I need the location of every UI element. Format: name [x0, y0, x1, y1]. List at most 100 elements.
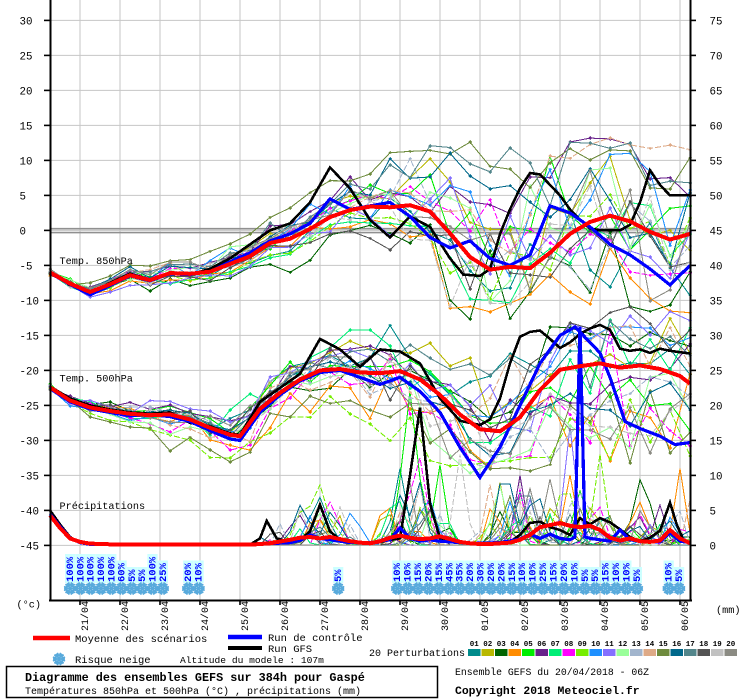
svg-text:10%: 10%: [392, 562, 404, 582]
svg-text:Run GFS: Run GFS: [268, 644, 312, 656]
svg-text:10%: 10%: [194, 562, 206, 582]
svg-text:25: 25: [710, 367, 723, 379]
svg-text:30: 30: [710, 332, 723, 344]
svg-text:-45: -45: [20, 542, 39, 554]
svg-text:10%: 10%: [403, 562, 415, 582]
svg-text:10: 10: [20, 157, 33, 169]
svg-text:-40: -40: [20, 507, 39, 519]
svg-text:08: 08: [564, 641, 574, 649]
svg-text:10%: 10%: [569, 562, 581, 582]
svg-text:60: 60: [710, 122, 723, 134]
svg-text:5%: 5%: [580, 569, 592, 582]
svg-text:06: 06: [537, 641, 547, 649]
svg-text:70: 70: [710, 52, 723, 64]
svg-text:04: 04: [510, 641, 520, 649]
svg-text:07: 07: [551, 641, 560, 649]
svg-text:Risque neige: Risque neige: [75, 655, 151, 667]
svg-text:45: 45: [710, 227, 723, 239]
svg-text:35: 35: [710, 297, 723, 309]
svg-text:5: 5: [20, 192, 26, 204]
svg-text:100%: 100%: [106, 556, 118, 582]
svg-text:Moyenne des scénarios: Moyenne des scénarios: [75, 634, 207, 646]
svg-text:27/04: 27/04: [320, 601, 332, 631]
svg-text:10%: 10%: [528, 562, 540, 582]
svg-text:45%: 45%: [444, 562, 456, 582]
svg-text:29/04: 29/04: [400, 601, 412, 631]
svg-text:01: 01: [470, 641, 480, 649]
svg-text:20 Perturbations: 20 Perturbations: [369, 648, 465, 660]
svg-text:Run de contrôle: Run de contrôle: [268, 633, 363, 645]
svg-text:5%: 5%: [674, 569, 686, 582]
svg-text:75: 75: [710, 17, 723, 29]
svg-text:25/04: 25/04: [240, 601, 252, 631]
svg-text:-10: -10: [20, 297, 39, 309]
svg-text:10%: 10%: [621, 562, 633, 582]
svg-text:20: 20: [710, 402, 723, 414]
svg-text:-35: -35: [20, 472, 39, 484]
svg-text:(°c): (°c): [17, 600, 41, 612]
svg-text:Temp. 850hPa: Temp. 850hPa: [60, 256, 133, 268]
svg-text:19: 19: [713, 641, 723, 649]
svg-text:5%: 5%: [632, 569, 644, 582]
svg-text:55: 55: [710, 157, 723, 169]
svg-text:11: 11: [605, 641, 615, 649]
svg-text:100%: 100%: [65, 556, 77, 582]
svg-text:20%: 20%: [559, 562, 571, 582]
svg-text:25%: 25%: [538, 562, 550, 582]
svg-text:-15: -15: [20, 332, 39, 344]
svg-text:-30: -30: [20, 437, 39, 449]
svg-text:60%: 60%: [117, 562, 129, 582]
svg-text:13: 13: [632, 641, 642, 649]
svg-text:5%: 5%: [590, 569, 602, 582]
svg-text:01/05: 01/05: [480, 601, 492, 631]
svg-text:30%: 30%: [476, 562, 488, 582]
svg-text:100%: 100%: [148, 556, 160, 582]
svg-text:14: 14: [645, 641, 655, 649]
svg-text:05: 05: [524, 641, 534, 649]
svg-text:35%: 35%: [455, 562, 467, 582]
svg-text:20: 20: [20, 87, 33, 99]
svg-text:18: 18: [699, 641, 709, 649]
svg-text:15: 15: [710, 437, 723, 449]
svg-text:(mm): (mm): [716, 605, 740, 617]
svg-text:15%: 15%: [601, 562, 613, 582]
svg-text:Ensemble GEFS du 20/04/2018 -: Ensemble GEFS du 20/04/2018 - 06Z: [455, 667, 649, 678]
svg-text:5%: 5%: [333, 569, 345, 582]
svg-text:100%: 100%: [86, 556, 98, 582]
svg-text:50: 50: [710, 192, 723, 204]
svg-text:10: 10: [591, 641, 601, 649]
svg-text:15%: 15%: [434, 562, 446, 582]
svg-text:20%: 20%: [486, 562, 498, 582]
svg-text:5: 5: [710, 507, 716, 519]
svg-text:0: 0: [20, 227, 26, 239]
svg-text:25%: 25%: [158, 562, 170, 582]
svg-text:20%: 20%: [496, 562, 508, 582]
svg-text:10%: 10%: [611, 562, 623, 582]
svg-text:15: 15: [659, 641, 669, 649]
svg-text:Diagramme des ensembles GEFS s: Diagramme des ensembles GEFS sur 384h po…: [25, 671, 365, 685]
svg-text:100%: 100%: [96, 556, 108, 582]
svg-text:-20: -20: [20, 367, 39, 379]
svg-text:25: 25: [20, 52, 33, 64]
svg-text:02/05: 02/05: [520, 601, 532, 631]
svg-text:23/04: 23/04: [160, 601, 172, 631]
svg-text:20%: 20%: [183, 562, 195, 582]
svg-text:22/04: 22/04: [120, 601, 132, 631]
svg-text:21/04: 21/04: [80, 601, 92, 631]
svg-text:Températures 850hPa et 500hPa: Températures 850hPa et 500hPa (°C) , pré…: [25, 686, 361, 698]
svg-text:20%: 20%: [465, 562, 477, 582]
svg-text:Précipitations: Précipitations: [60, 501, 146, 513]
svg-text:5%: 5%: [127, 569, 139, 582]
svg-text:16: 16: [672, 641, 682, 649]
svg-text:15%: 15%: [413, 562, 425, 582]
svg-text:10%: 10%: [517, 562, 529, 582]
svg-text:02: 02: [483, 641, 493, 649]
svg-text:20: 20: [726, 641, 736, 649]
svg-text:10: 10: [710, 472, 723, 484]
svg-text:0: 0: [710, 542, 716, 554]
svg-text:20%: 20%: [424, 562, 436, 582]
svg-text:03/05: 03/05: [560, 601, 572, 631]
svg-text:Copyright 2018 Meteociel.fr: Copyright 2018 Meteociel.fr: [455, 686, 640, 698]
svg-text:26/04: 26/04: [280, 601, 292, 631]
svg-text:12: 12: [618, 641, 628, 649]
